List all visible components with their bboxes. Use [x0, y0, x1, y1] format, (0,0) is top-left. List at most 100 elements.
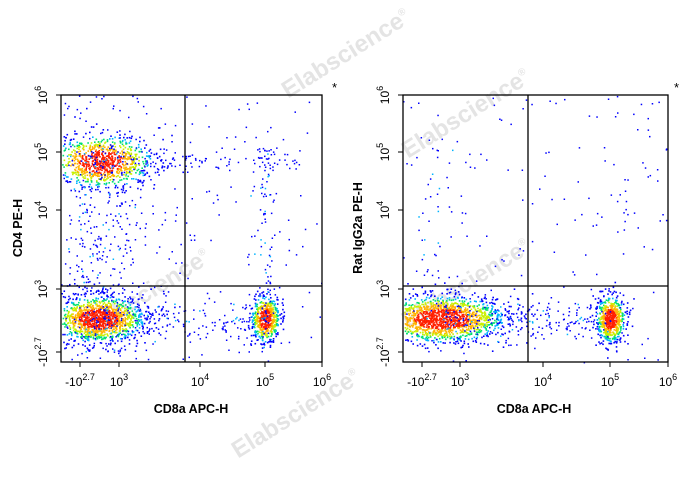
event-dot: [453, 314, 455, 316]
event-dot: [204, 157, 207, 160]
event-dot: [95, 322, 98, 325]
event-dot: [443, 314, 446, 316]
event-dot: [185, 320, 188, 323]
event-dot: [424, 338, 426, 340]
event-dot: [422, 312, 425, 315]
event-dot: [100, 165, 102, 167]
event-dot: [161, 326, 164, 328]
event-dot: [482, 306, 485, 309]
event-dot: [261, 302, 263, 304]
event-dot: [82, 146, 85, 149]
event-dot: [441, 337, 444, 339]
y-axis-label: CD4 PE-H: [11, 199, 25, 257]
event-dot: [405, 302, 407, 305]
event-dot: [71, 308, 74, 311]
event-dot: [133, 157, 136, 159]
event-dot: [417, 302, 420, 304]
event-dot: [85, 167, 87, 170]
event-dot: [412, 343, 414, 345]
event-dot: [122, 163, 125, 166]
event-dot: [119, 179, 121, 182]
event-dot: [440, 315, 443, 317]
event-dot: [250, 344, 253, 346]
event-dot: [89, 171, 91, 174]
event-dot: [435, 321, 438, 324]
event-dot: [124, 139, 126, 141]
event-dot: [80, 228, 82, 231]
event-dot: [91, 308, 94, 310]
event-dot: [75, 319, 77, 321]
event-dot: [272, 338, 275, 340]
event-dot: [128, 168, 131, 170]
event-dot: [479, 342, 482, 345]
event-dot: [451, 308, 453, 310]
event-dot: [95, 174, 97, 177]
event-dot: [137, 322, 139, 324]
event-dot: [77, 173, 80, 175]
event-dot: [267, 276, 269, 278]
event-dot: [153, 165, 156, 168]
event-dot: [471, 312, 474, 315]
event-dot: [433, 310, 435, 313]
event-dot: [111, 299, 113, 302]
event-dot: [286, 153, 289, 156]
event-dot: [273, 328, 275, 331]
event-dot: [94, 321, 96, 324]
event-dot: [89, 255, 91, 258]
event-dot: [78, 305, 81, 307]
event-dot: [478, 304, 480, 306]
event-dot: [191, 198, 193, 200]
event-dot: [117, 160, 119, 162]
event-dot: [163, 293, 165, 295]
event-dot: [463, 302, 465, 305]
event-dot: [456, 303, 459, 305]
event-dot: [109, 194, 111, 196]
event-dot: [166, 313, 168, 316]
event-dot: [63, 341, 65, 344]
event-dot: [93, 310, 95, 313]
event-dot: [119, 349, 122, 351]
event-dot: [445, 320, 447, 323]
event-dot: [80, 330, 83, 333]
event-dot: [262, 328, 265, 331]
event-dot: [267, 320, 269, 322]
event-dot: [96, 257, 99, 260]
event-dot: [484, 317, 487, 319]
event-dot: [96, 303, 98, 305]
event-dot: [230, 335, 232, 338]
event-dot: [136, 320, 138, 322]
event-dot: [141, 167, 143, 169]
event-dot: [460, 309, 462, 312]
event-dot: [266, 181, 268, 183]
event-dot: [153, 322, 156, 325]
event-dot: [83, 293, 86, 296]
event-dot: [66, 306, 68, 308]
event-dot: [107, 326, 110, 329]
event-dot: [87, 163, 90, 166]
event-dot: [133, 159, 135, 162]
event-dot: [70, 138, 73, 141]
event-dot: [97, 163, 100, 166]
event-dot: [416, 312, 419, 314]
tick-exponent: 6: [33, 86, 43, 91]
event-dot: [117, 310, 119, 312]
event-dot: [84, 312, 87, 314]
event-dot: [268, 175, 270, 177]
event-dot: [90, 336, 92, 338]
event-dot: [414, 322, 416, 325]
event-dot: [87, 326, 89, 328]
event-dot: [508, 318, 511, 321]
event-dot: [83, 153, 86, 156]
event-dot: [206, 332, 209, 335]
event-dot: [91, 319, 94, 322]
event-dot: [72, 164, 74, 166]
event-dot: [79, 243, 81, 245]
event-dot: [97, 141, 100, 143]
event-dot: [83, 299, 86, 301]
event-dot: [132, 159, 134, 161]
event-dot: [124, 333, 126, 336]
event-dot: [270, 314, 273, 316]
event-dot: [488, 324, 491, 326]
event-dot: [93, 144, 96, 147]
event-dot: [124, 337, 126, 340]
